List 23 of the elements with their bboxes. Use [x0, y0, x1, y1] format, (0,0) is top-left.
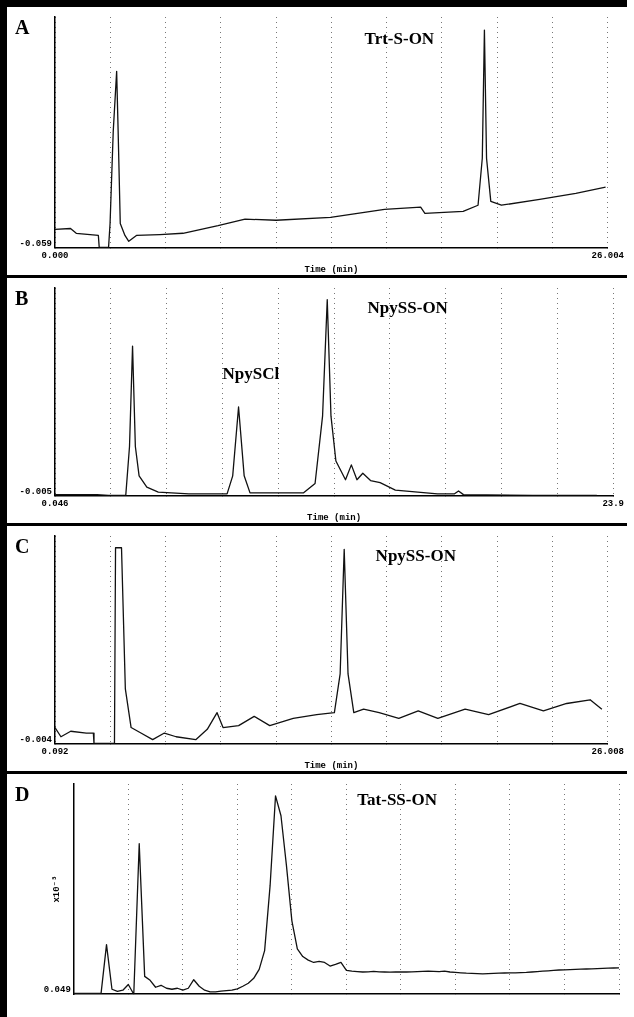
chart-title: C	[15, 535, 30, 558]
text: -0.004	[19, 734, 53, 745]
x-axis-title: Time (min)	[307, 512, 362, 523]
annotation: Tat-SS-ON	[357, 790, 438, 810]
x-axis-title: Time (min)	[304, 264, 359, 275]
chart-title: D	[15, 783, 30, 806]
annotation: NpySS-ON	[367, 298, 449, 318]
annotation: NpySCl	[222, 364, 280, 384]
x-tick-label: 23.9	[602, 499, 624, 510]
x-tick-label: 0.046	[41, 499, 69, 510]
annotation: Trt-S-ON	[364, 29, 435, 49]
x-tick-label: 0.000	[41, 251, 69, 262]
annotation: NpySS-ON	[375, 546, 457, 566]
text: -0.059	[19, 238, 52, 249]
chart-title: A	[15, 16, 30, 39]
x-tick-label: 26.008	[591, 747, 624, 758]
chart-title: B	[15, 287, 29, 310]
y-axis-title: x10⁻³	[51, 875, 62, 903]
text: 0.049	[43, 985, 71, 996]
x-tick-label: 0.092	[41, 747, 69, 758]
x-axis-title: Time (min)	[304, 760, 359, 771]
x-tick-label: 26.004	[591, 251, 625, 262]
text: -0.005	[19, 486, 52, 497]
